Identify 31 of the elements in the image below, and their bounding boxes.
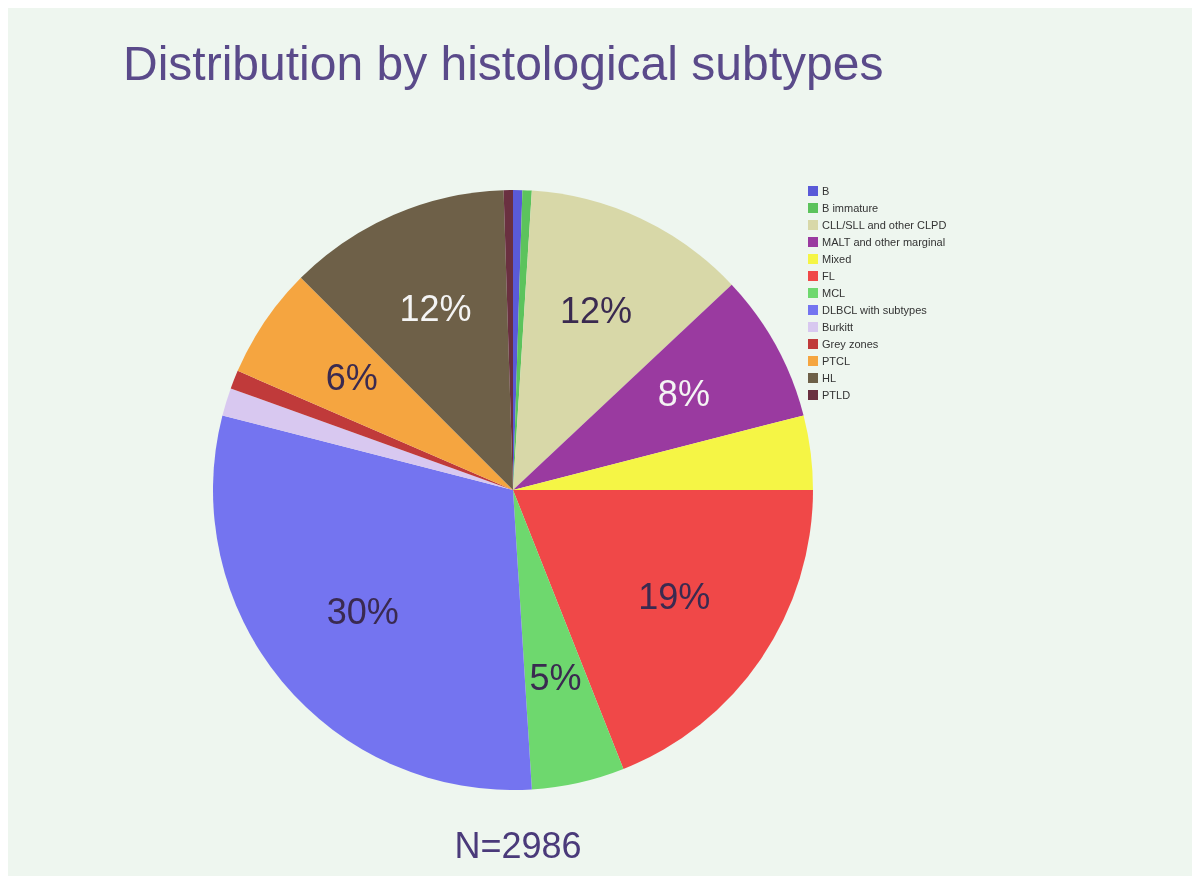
chart-title: Distribution by histological subtypes bbox=[123, 37, 884, 90]
legend-label: MCL bbox=[822, 287, 846, 299]
pie-slice bbox=[513, 284, 804, 490]
legend-label: B immature bbox=[822, 202, 879, 214]
pie-slice bbox=[213, 415, 532, 790]
data-label: 30% bbox=[326, 590, 399, 632]
pie-slice bbox=[513, 490, 624, 790]
data-label: 12% bbox=[560, 290, 633, 332]
pie-slice bbox=[513, 490, 813, 769]
legend-label: Mixed bbox=[822, 253, 852, 265]
pie-slice bbox=[513, 415, 813, 490]
legend-label: Grey zones bbox=[822, 338, 879, 350]
text: N=2986 bbox=[454, 825, 582, 866]
pie-slice bbox=[222, 388, 513, 490]
data-label: 6% bbox=[325, 356, 378, 398]
data-label: 5% bbox=[529, 656, 582, 698]
pie-slice bbox=[237, 277, 513, 490]
data-label: 12% bbox=[399, 287, 472, 329]
legend-label: PTCL bbox=[822, 355, 851, 367]
pie-slice bbox=[513, 190, 732, 490]
legend-label: PTLD bbox=[822, 389, 851, 401]
pie-slice bbox=[300, 190, 513, 490]
data-label: 8% bbox=[657, 372, 710, 414]
data-label: 19% bbox=[638, 576, 711, 618]
legend-label: DLBCL with subtypes bbox=[822, 304, 928, 316]
legend-label: FL bbox=[822, 270, 835, 282]
legend-label: B bbox=[822, 185, 830, 197]
legend-label: MALT and other marginal bbox=[822, 236, 946, 248]
legend-label: HL bbox=[822, 372, 837, 384]
legend-label: Burkitt bbox=[822, 321, 854, 333]
legend-label: CLL/SLL and other CLPD bbox=[822, 219, 947, 231]
